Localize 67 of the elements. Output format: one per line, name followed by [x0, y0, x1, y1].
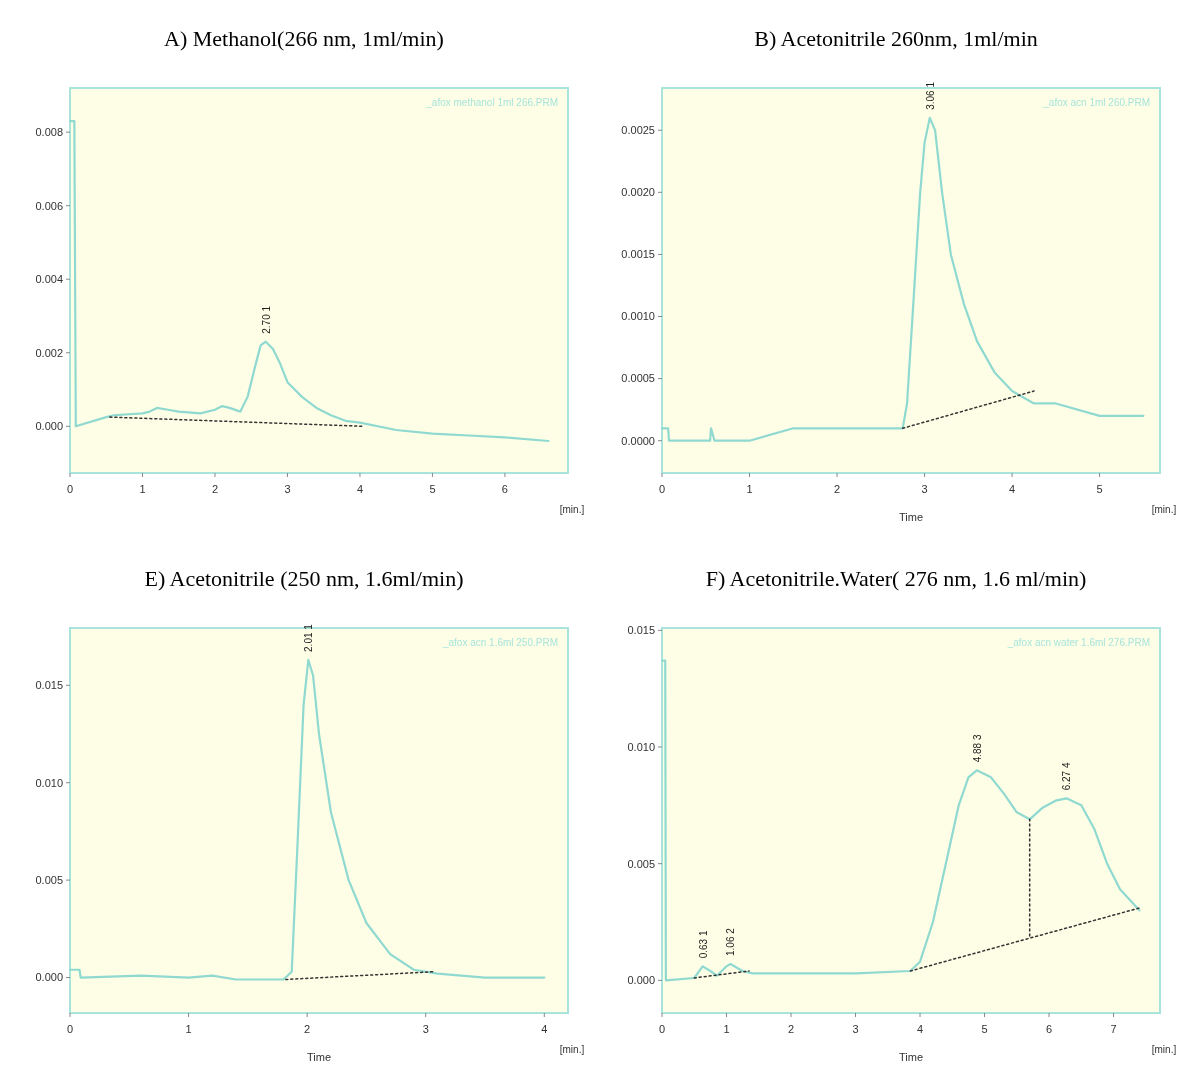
- y-tick-label: 0.005: [35, 873, 63, 886]
- x-tick-label: 3: [422, 1023, 429, 1035]
- annotation: 6.27 4: [1061, 762, 1073, 791]
- x-tick-label: 5: [981, 1023, 988, 1035]
- x-tick-label: 2: [833, 483, 841, 495]
- y-tick-label: 0.010: [35, 776, 63, 789]
- annotation: _afox methanol 1ml 266.PRM: [425, 97, 558, 108]
- text: [min.]: [1151, 504, 1177, 515]
- x-axis-title: Time: [306, 1051, 332, 1063]
- y-tick-label: 0.0020: [621, 186, 655, 199]
- annotation: _afox acn 1.6ml 250.PRM: [441, 637, 558, 648]
- y-tick-label: 0.0005: [621, 372, 655, 385]
- x-tick-label: 1: [723, 1023, 730, 1035]
- x-tick-label: 4: [356, 483, 364, 495]
- annotation: 4.88 3: [971, 734, 983, 763]
- x-tick-label: 0: [66, 1023, 74, 1035]
- y-tick-label: 0.005: [627, 857, 655, 870]
- annotation: _afox acn water 1.6ml 276.PRM: [1006, 637, 1150, 648]
- annotation: 2.01 1: [303, 623, 315, 652]
- x-axis-title: Time: [898, 511, 924, 523]
- x-tick-label: 1: [139, 483, 146, 495]
- y-tick-label: 0.000: [627, 974, 655, 987]
- x-tick-label: 5: [1096, 483, 1103, 495]
- x-tick-label: 2: [304, 1023, 311, 1035]
- y-tick-label: 0.000: [35, 971, 63, 984]
- x-tick-label: 2: [787, 1023, 795, 1035]
- x-tick-label: 4: [1009, 483, 1016, 495]
- annotation: 3.06 1: [924, 81, 936, 110]
- y-tick-label: 0.015: [35, 679, 63, 692]
- y-tick-label: 0.010: [627, 740, 655, 753]
- text: [min.]: [1151, 1044, 1177, 1055]
- y-tick-label: 0.0015: [621, 248, 655, 261]
- x-tick-label: 2: [211, 483, 219, 495]
- y-tick-label: 0.015: [627, 624, 655, 637]
- y-tick-label: 0.006: [35, 199, 63, 212]
- annotation: 2.70 1: [260, 305, 272, 334]
- x-tick-label: 3: [852, 1023, 859, 1035]
- y-tick-label: 0.000: [35, 420, 63, 433]
- x-tick-label: 7: [1110, 1023, 1117, 1035]
- annotation: 1.06 2: [725, 927, 737, 956]
- x-tick-label: 3: [921, 483, 928, 495]
- x-tick-label: 3: [284, 483, 291, 495]
- chart-title: B) Acetonitrile 260nm, 1ml/min: [754, 26, 1038, 51]
- x-axis-title: Time: [898, 1051, 924, 1063]
- x-tick-label: 1: [746, 483, 753, 495]
- x-tick-label: 4: [916, 1023, 924, 1035]
- y-tick-label: 0.0010: [621, 310, 655, 323]
- x-tick-label: 0: [66, 483, 74, 495]
- text: [min.]: [559, 504, 585, 515]
- y-tick-label: 0.004: [35, 273, 63, 286]
- y-tick-label: 0.002: [35, 346, 63, 359]
- x-tick-label: 1: [185, 1023, 192, 1035]
- annotation: 0.63 1: [697, 930, 709, 959]
- y-tick-label: 0.008: [35, 125, 63, 138]
- y-tick-label: 0.0000: [621, 434, 655, 447]
- x-tick-label: 5: [429, 483, 436, 495]
- chart-title: A) Methanol(266 nm, 1ml/min): [164, 26, 444, 51]
- x-tick-label: 4: [541, 1023, 548, 1035]
- x-tick-label: 0: [658, 483, 666, 495]
- x-tick-label: 6: [501, 483, 508, 495]
- text: [min.]: [559, 1044, 585, 1055]
- x-tick-label: 6: [1045, 1023, 1053, 1035]
- chart-title: F) Acetonitrile.Water( 276 nm, 1.6 ml/min): [705, 566, 1087, 591]
- x-tick-label: 0: [658, 1023, 666, 1035]
- y-tick-label: 0.0025: [621, 124, 655, 137]
- annotation: _afox acn 1ml 260.PRM: [1042, 97, 1150, 108]
- chart-title: E) Acetonitrile (250 nm, 1.6ml/min): [144, 566, 464, 591]
